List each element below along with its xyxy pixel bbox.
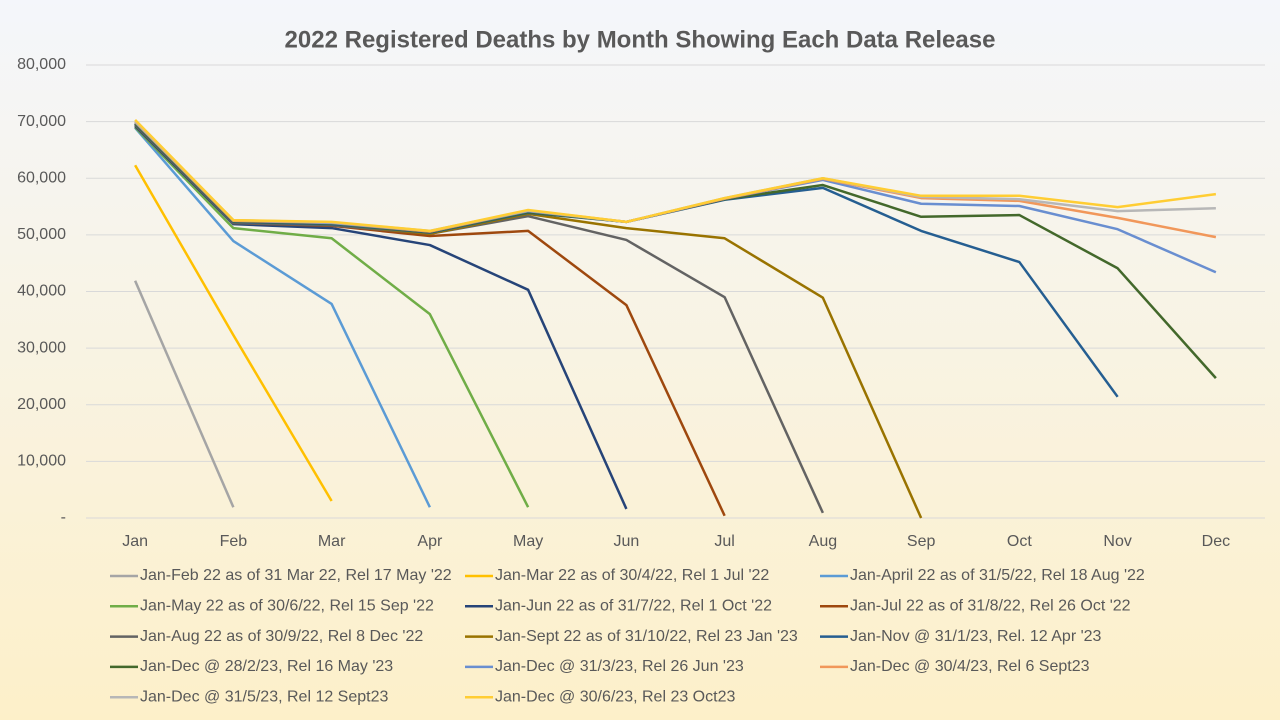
x-tick-label: Nov: [1103, 533, 1131, 550]
y-tick-label: 40,000: [17, 283, 66, 300]
legend-label: Jan-Dec @ 31/5/23, Rel 12 Sept23: [140, 688, 388, 705]
series-line: [134, 127, 432, 508]
legend-label: Jan-Feb 22 as of 31 Mar 22, Rel 17 May '…: [140, 567, 452, 584]
x-tick-label: Oct: [1007, 533, 1032, 550]
legend-label: Jan-April 22 as of 31/5/22, Rel 18 Aug '…: [850, 567, 1145, 584]
y-tick-label: 70,000: [17, 113, 66, 130]
legend-label: Jan-Nov @ 31/1/23, Rel. 12 Apr '23: [850, 628, 1102, 645]
legend-label: Jan-May 22 as of 30/6/22, Rel 15 Sep '22: [140, 598, 434, 615]
legend-label: Jan-Jun 22 as of 31/7/22, Rel 1 Oct '22: [495, 598, 772, 615]
x-tick-label: Sep: [907, 533, 936, 550]
x-tick-label: Mar: [318, 533, 346, 550]
y-tick-label: 50,000: [17, 226, 66, 243]
legend-label: Jan-Aug 22 as of 30/9/22, Rel 8 Dec '22: [140, 628, 423, 645]
legend-label: Jan-Dec @ 30/6/23, Rel 23 Oct23: [495, 688, 735, 705]
series-line: [134, 126, 530, 508]
x-tick-label: Apr: [417, 533, 443, 550]
y-tick-label: -: [61, 509, 66, 526]
y-tick-label: 10,000: [17, 453, 66, 470]
x-tick-label: Dec: [1202, 533, 1230, 550]
x-tick-label: May: [513, 533, 543, 550]
y-tick-label: 80,000: [17, 56, 66, 73]
chart-title: 2022 Registered Deaths by Month Showing …: [285, 26, 996, 53]
y-tick-label: 60,000: [17, 169, 66, 186]
y-tick-label: 30,000: [17, 339, 66, 356]
x-tick-label: Jul: [714, 533, 734, 550]
series-line: [133, 280, 235, 508]
x-tick-label: Jun: [613, 533, 639, 550]
legend-label: Jan-Dec @ 30/4/23, Rel 6 Sept23: [850, 658, 1090, 675]
x-tick-label: Feb: [220, 533, 248, 550]
series-line: [134, 164, 333, 502]
legend-label: Jan-Jul 22 as of 31/8/22, Rel 26 Oct '22: [850, 598, 1131, 615]
legend-label: Jan-Dec @ 31/3/23, Rel 26 Jun '23: [495, 658, 744, 675]
y-tick-label: 20,000: [17, 396, 66, 413]
series-line: [134, 119, 1217, 233]
x-tick-label: Jan: [122, 533, 148, 550]
x-tick-label: Aug: [809, 533, 837, 550]
legend-label: Jan-Dec @ 28/2/23, Rel 16 May '23: [140, 658, 393, 675]
legend-label: Jan-Mar 22 as of 30/4/22, Rel 1 Jul '22: [495, 567, 769, 584]
legend-label: Jan-Sept 22 as of 31/10/22, Rel 23 Jan '…: [495, 628, 798, 645]
